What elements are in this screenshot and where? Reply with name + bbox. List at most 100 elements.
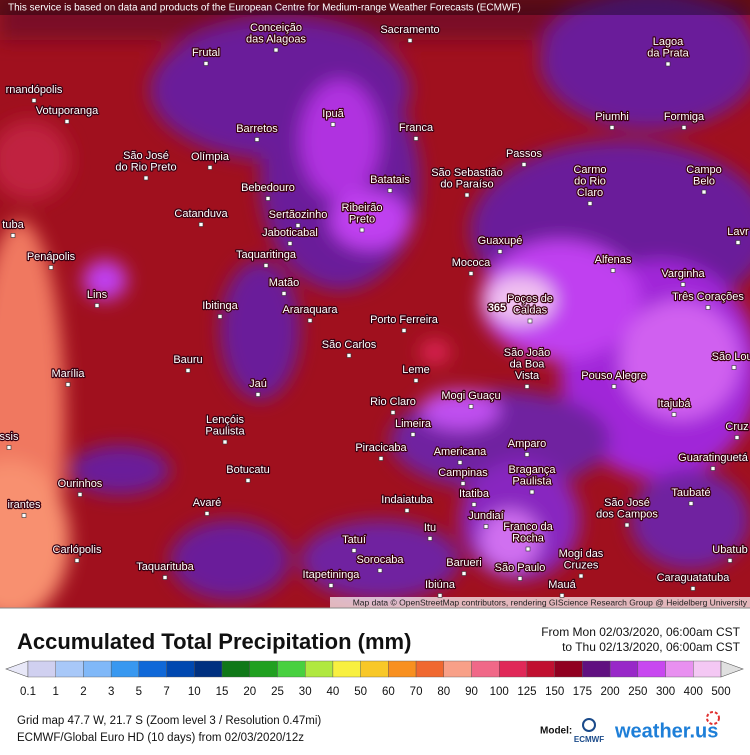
city-label: Franco da [503,521,553,533]
legend-label: 80 [437,686,450,698]
legend-label: 200 [601,686,620,698]
legend-under [5,660,29,678]
city-label: Ribeirão [342,202,383,214]
city-label: Sorocaba [356,554,404,566]
legend-label: 25 [271,686,284,698]
city-dot [407,38,413,43]
legend-swatch [665,660,694,678]
city-dot [254,137,260,142]
city-dot [524,452,530,457]
ecmwf-label: ECMWF [574,735,604,744]
legend-label: 175 [573,686,592,698]
city-dot [162,575,168,580]
city-label: Vista [515,370,540,382]
city-dot [701,189,707,195]
city-label: tuba [2,219,24,231]
city-label: Jaboticabal [262,227,318,239]
city-dot [457,460,463,465]
legend-label: 30 [299,686,312,698]
legend-swatch [194,660,223,678]
city-dot [735,240,741,245]
legend-swatch [166,660,195,678]
city-label: Botucatu [226,464,269,476]
city-dot [204,511,210,516]
city-dot [609,125,615,130]
city-label: Barretos [236,123,278,135]
legend-swatch [360,660,389,678]
city-dot [143,175,149,181]
city-dot [217,314,223,319]
city-label: Alfenas [595,254,632,266]
legend-swatch [221,660,250,678]
city-dot [330,122,336,127]
city-dot [680,282,686,287]
legend-label: 50 [354,686,367,698]
city-label: do Paraíso [440,178,493,190]
city-label: Itapetininga [303,569,361,581]
city-dot [307,318,313,323]
city-label: Batatais [370,174,410,186]
city-dot [610,268,616,273]
city-dot [255,392,261,397]
city-label: Ibiúna [425,579,456,591]
legend-swatch [388,660,417,678]
city-label: Taquaritinga [236,249,297,261]
city-dot [387,188,393,193]
city-dot [404,508,410,513]
city-label: Claro [577,187,603,199]
city-label: Itatiba [459,488,490,500]
city-label: Sacramento [380,24,439,36]
city-label: Matão [269,277,300,289]
city-label: Mogi das [559,548,604,560]
attribution-bottom: Map data © OpenStreetMap contributors, r… [353,597,748,607]
attribution-top: This service is based on data and produc… [8,3,521,14]
city-label: Americana [434,446,487,458]
legend-label: 400 [684,686,703,698]
city-label: Jaú [249,378,267,390]
city-label: Amparo [508,438,547,450]
city-label: Sertãozinho [269,209,328,221]
city-label: Guaxupé [478,235,523,247]
legend-swatch [249,660,278,678]
city-dot [263,263,269,268]
city-dot [378,456,384,461]
city-label: Lins [87,289,108,301]
legend-label: 60 [382,686,395,698]
legend-label: 20 [243,686,256,698]
legend-swatch [83,660,112,678]
city-dot [665,61,671,67]
legend-label: 5 [136,686,142,698]
city-dot [377,568,383,573]
city-label: da Prata [647,47,689,59]
city-dot [77,492,83,497]
city-label: Marília [51,368,85,380]
city-label: Piumhi [595,111,629,123]
city-label: São Paulo [495,562,546,574]
city-dot [468,404,474,409]
city-label: Campinas [438,467,488,479]
legend-label: 0.1 [20,686,36,698]
legend-swatch [609,660,639,678]
city-label: Rio Claro [370,396,416,408]
city-dot [731,365,737,370]
city-dot [94,303,100,308]
brand-sun [706,711,720,725]
city-dot [671,412,677,417]
period-to: to Thu 02/13/2020, 06:00am CST [562,640,741,654]
city-label: irantes [7,499,41,511]
city-dot [390,410,396,415]
legend-swatch [499,660,528,678]
city-dot [681,125,687,130]
city-dot [10,233,16,238]
city-label: do Rio [574,175,606,187]
city-label: Passos [506,148,543,160]
city-dot [461,571,467,576]
city-dot [705,305,711,310]
city-label: Mococa [452,257,491,269]
city-label: Belo [693,175,715,187]
city-label: Jundiaí [468,510,503,522]
city-dot [578,573,584,579]
city-label: Cruzes [564,559,599,571]
